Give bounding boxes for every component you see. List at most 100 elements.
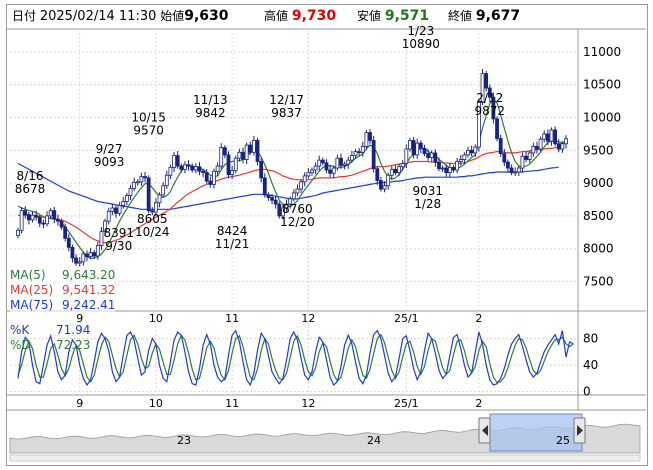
- price-tick-label: 11000: [583, 45, 621, 59]
- candle: [320, 159, 325, 164]
- stoch-tick-label: 0: [583, 385, 591, 399]
- candle: [201, 170, 205, 174]
- header-bar: 日付 2025/02/14 11:30 始値9,630: [12, 7, 229, 24]
- candle: [317, 159, 322, 167]
- candle: [299, 181, 303, 190]
- candle: [360, 145, 365, 153]
- candle: [95, 245, 100, 257]
- x-tick-label: 10: [149, 397, 163, 410]
- candle: [527, 152, 532, 160]
- candle: [164, 174, 169, 187]
- candle: [175, 155, 180, 167]
- candle: [85, 253, 89, 257]
- candle: [248, 144, 253, 153]
- stoch-tick-label: 80: [583, 332, 598, 346]
- candle: [251, 140, 256, 153]
- candle: [418, 142, 423, 149]
- annotation-value: 10890: [402, 37, 440, 51]
- annotation-value: 9/30: [105, 239, 132, 253]
- candle: [335, 157, 340, 169]
- candle: [277, 203, 282, 217]
- navigator-year-label: 24: [367, 434, 381, 447]
- navigator-right-handle[interactable]: [573, 417, 586, 444]
- candle: [538, 138, 543, 150]
- high-value: 9,730: [291, 8, 337, 24]
- candle: [328, 169, 333, 174]
- candle: [172, 155, 176, 168]
- candle: [342, 163, 347, 166]
- candle: [310, 169, 314, 174]
- candle: [74, 257, 78, 264]
- candle: [357, 151, 362, 154]
- annotation-value: 9837: [271, 106, 302, 120]
- candle: [161, 185, 166, 196]
- high-group: 高値 9,730: [264, 7, 336, 24]
- candle: [255, 140, 260, 162]
- candle: [233, 157, 238, 172]
- candle: [262, 177, 267, 196]
- candle: [222, 147, 227, 156]
- candle: [389, 168, 394, 176]
- candle: [349, 155, 354, 161]
- candle: [513, 171, 518, 174]
- candle: [215, 165, 220, 172]
- annotation-label: 12/17: [269, 93, 304, 107]
- candle: [415, 142, 420, 156]
- candle: [331, 167, 336, 174]
- candle: [564, 138, 568, 145]
- candle: [70, 246, 75, 259]
- candle: [77, 261, 82, 264]
- candle: [37, 216, 42, 224]
- x-tick-label: 2: [475, 312, 482, 325]
- annotation-label: 2/12: [476, 91, 503, 105]
- x-tick-label: 11: [225, 397, 239, 410]
- annotation-label: 9/27: [96, 142, 123, 156]
- candle: [542, 133, 547, 140]
- candle: [128, 187, 133, 196]
- candle: [92, 252, 97, 257]
- candle: [295, 188, 300, 194]
- candle: [16, 229, 20, 236]
- candle: [226, 154, 231, 175]
- candle: [455, 161, 460, 171]
- candle: [237, 151, 242, 159]
- candle: [560, 143, 565, 150]
- candle: [106, 210, 111, 222]
- candle: [204, 172, 209, 182]
- navigator-year-label: 23: [177, 434, 191, 447]
- candle: [516, 167, 521, 173]
- navigator-left-handle[interactable]: [478, 417, 491, 444]
- candle: [34, 214, 39, 218]
- candle: [291, 192, 296, 200]
- navigator-scrollbar: [9, 454, 641, 462]
- candle: [110, 207, 115, 212]
- candle: [132, 182, 137, 189]
- candle: [484, 73, 489, 89]
- ma75-legend: MA(75) 9,242.41: [10, 298, 116, 312]
- x-tick-label: 11: [225, 312, 239, 325]
- candle: [506, 161, 510, 169]
- candle: [531, 145, 536, 154]
- low-label: 安値: [357, 9, 382, 23]
- candle: [197, 166, 202, 172]
- candle: [66, 237, 71, 248]
- candle: [146, 177, 151, 212]
- candle: [353, 151, 358, 156]
- candle: [404, 148, 409, 164]
- candle: [124, 195, 129, 202]
- candle: [281, 207, 285, 217]
- ma25-legend: MA(25) 9,541.32: [10, 283, 116, 297]
- annotation-value: 11/21: [215, 237, 250, 251]
- annotation-value: 9093: [94, 155, 125, 169]
- candle: [379, 180, 383, 190]
- candle: [375, 168, 380, 181]
- candle: [88, 252, 93, 257]
- candle: [553, 129, 558, 145]
- candle: [393, 168, 398, 174]
- ma25-line: [18, 147, 559, 244]
- annotation-label: 8605: [137, 212, 168, 226]
- candle: [437, 161, 441, 170]
- navigator-year-label: 25: [556, 434, 570, 447]
- navigator-left-handle-arrow-icon: [482, 425, 488, 436]
